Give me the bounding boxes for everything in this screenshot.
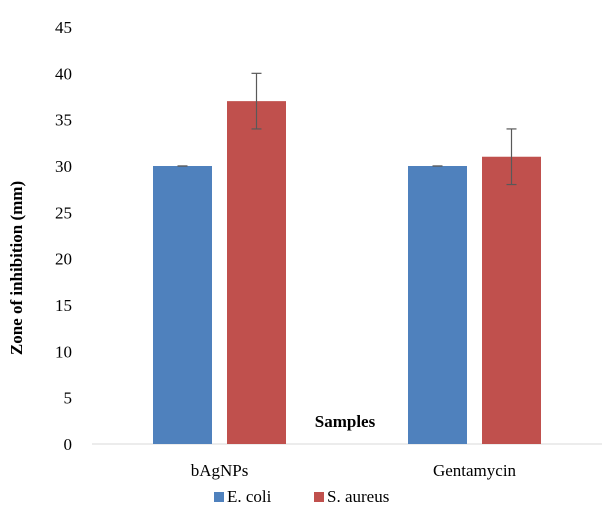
legend-item-s-aureus: S. aureus xyxy=(314,487,389,506)
x-axis-title: Samples xyxy=(315,412,376,431)
x-tick-label: Gentamycin xyxy=(433,461,517,480)
legend-item-e-coli: E. coli xyxy=(214,487,272,506)
y-tick-label: 10 xyxy=(55,342,72,361)
y-tick-label: 25 xyxy=(55,203,72,222)
error-bar xyxy=(251,72,262,130)
error-bar xyxy=(506,128,517,186)
y-axis-ticks: 0 5 10 15 20 25 30 35 40 45 xyxy=(55,18,72,454)
legend-swatch xyxy=(314,492,324,502)
x-axis-ticks: bAgNPs Gentamycin xyxy=(191,461,517,480)
y-tick-label: 0 xyxy=(64,435,73,454)
x-tick-label: bAgNPs xyxy=(191,461,249,480)
error-bars xyxy=(177,72,517,186)
legend-swatch xyxy=(214,492,224,502)
bars xyxy=(153,101,541,444)
y-tick-label: 35 xyxy=(55,111,72,130)
y-tick-label: 40 xyxy=(55,64,72,83)
bar-s-aureus-1 xyxy=(482,156,541,444)
y-tick-label: 45 xyxy=(55,18,72,37)
legend-label: S. aureus xyxy=(327,487,389,506)
legend: E. coli S. aureus xyxy=(214,487,389,506)
y-tick-label: 20 xyxy=(55,250,72,269)
y-tick-label: 15 xyxy=(55,296,72,315)
y-tick-label: 5 xyxy=(64,389,73,408)
y-tick-label: 30 xyxy=(55,157,72,176)
bar-e-coli-1 xyxy=(408,166,467,444)
y-axis-title: Zone of inhibition (mm) xyxy=(7,181,26,355)
bar-s-aureus-0 xyxy=(227,101,286,444)
legend-label: E. coli xyxy=(227,487,272,506)
bar-e-coli-0 xyxy=(153,166,212,444)
